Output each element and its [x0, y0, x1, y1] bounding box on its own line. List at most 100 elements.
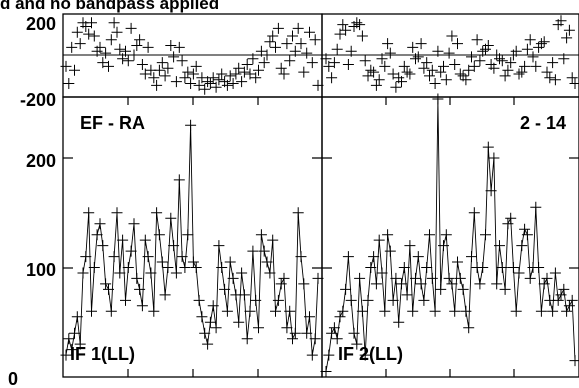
data-point-marker — [440, 229, 452, 241]
data-point-marker — [418, 62, 430, 74]
data-point-marker — [97, 57, 109, 69]
data-point-marker — [103, 60, 114, 72]
data-point-marker — [187, 256, 199, 268]
panel-frames — [62, 13, 579, 378]
data-point-marker — [323, 349, 335, 361]
data-point-marker — [466, 51, 477, 63]
data-point-marker — [365, 64, 377, 76]
data-point-marker — [404, 240, 416, 252]
data-point-marker — [474, 278, 486, 290]
data-point-marker — [533, 262, 545, 273]
data-point-marker — [348, 327, 360, 339]
data-point-marker — [173, 174, 185, 186]
data-point-marker — [114, 267, 126, 279]
data-point-marker — [284, 55, 296, 67]
data-point-marker — [365, 262, 377, 273]
data-point-marker — [527, 51, 539, 63]
data-point-marker — [432, 45, 444, 57]
data-point-marker — [250, 294, 262, 306]
data-point-marker — [148, 305, 160, 317]
data-point-marker — [415, 38, 427, 50]
data-point-marker — [530, 201, 542, 213]
data-point-marker — [153, 64, 165, 76]
data-point-marker — [272, 22, 284, 34]
data-point-marker — [199, 83, 211, 95]
data-point-marker — [326, 327, 338, 339]
data-point-marker — [519, 223, 531, 235]
data-point-marker — [221, 79, 233, 91]
data-point-marker — [438, 60, 449, 72]
data-point-marker — [301, 327, 313, 339]
data-point-marker — [131, 40, 143, 51]
data-point-marker — [521, 43, 533, 55]
data-point-marker — [136, 59, 148, 70]
data-point-marker — [105, 34, 117, 46]
data-point-marker — [544, 72, 556, 84]
data-point-marker — [94, 41, 106, 53]
data-point-marker — [362, 70, 374, 82]
data-point-marker — [66, 344, 78, 356]
data-point-marker — [301, 47, 313, 59]
data-point-marker — [207, 300, 219, 312]
data-point-marker — [275, 278, 287, 290]
data-point-marker — [247, 53, 259, 65]
data-point-marker — [415, 278, 427, 290]
data-point-marker — [516, 240, 528, 252]
data-point-marker — [100, 278, 112, 290]
data-point-marker — [88, 30, 100, 42]
data-point-marker — [510, 45, 522, 57]
data-point-marker — [547, 305, 559, 317]
data-point-marker — [289, 45, 301, 57]
data-point-marker — [390, 81, 402, 93]
data-point-marker — [216, 262, 228, 273]
data-point-marker — [312, 79, 324, 91]
data-point-marker — [83, 28, 95, 40]
data-point-marker — [267, 30, 279, 42]
amp-tick-200: 200 — [26, 151, 56, 171]
data-point-marker — [221, 305, 233, 317]
data-point-marker — [210, 81, 222, 93]
data-point-marker — [384, 245, 396, 257]
data-point-marker — [60, 60, 72, 72]
data-point-marker — [538, 36, 550, 48]
data-point-marker — [272, 294, 284, 306]
data-point-marker — [165, 40, 177, 51]
data-point-marker — [238, 289, 250, 301]
data-point-marker — [477, 45, 489, 57]
data-point-marker — [435, 66, 447, 78]
data-point-marker — [443, 272, 455, 284]
data-point-marker — [179, 72, 191, 84]
data-point-marker — [505, 212, 517, 224]
data-point-marker — [264, 36, 276, 48]
data-point-marker — [159, 289, 171, 301]
data-point-marker — [334, 28, 346, 40]
data-point-marker — [421, 262, 433, 273]
data-point-marker — [309, 333, 321, 345]
data-point-marker — [80, 251, 92, 263]
data-point-marker — [153, 229, 165, 241]
data-point-marker — [238, 66, 250, 78]
data-point-marker — [287, 333, 298, 345]
data-point-marker — [258, 57, 270, 69]
data-point-marker — [563, 24, 575, 36]
data-point-marker — [193, 294, 205, 306]
data-point-marker — [202, 338, 214, 350]
data-point-marker — [382, 38, 394, 50]
data-point-marker — [471, 34, 483, 46]
data-point-marker — [156, 256, 168, 268]
data-point-marker — [114, 43, 126, 55]
data-point-marker — [244, 68, 256, 80]
data-point-marker — [182, 229, 194, 241]
data-point-marker — [401, 66, 413, 78]
data-point-marker — [345, 294, 357, 306]
data-point-marker — [354, 19, 366, 31]
data-point-marker — [463, 322, 475, 334]
data-point-marker — [207, 72, 219, 84]
data-point-marker — [120, 294, 131, 306]
data-point-marker — [295, 38, 307, 50]
data-point-marker — [100, 47, 112, 59]
data-point-marker — [176, 55, 188, 67]
data-point-marker — [446, 30, 458, 42]
data-point-marker — [253, 322, 264, 334]
